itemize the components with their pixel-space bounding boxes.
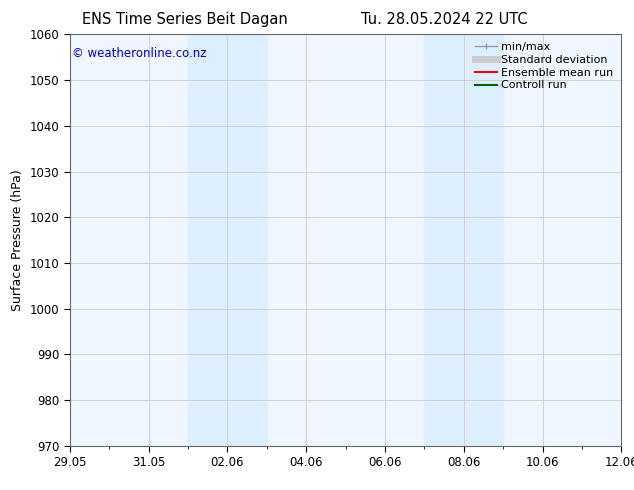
- Bar: [424, 34, 503, 446]
- Text: © weatheronline.co.nz: © weatheronline.co.nz: [72, 47, 207, 60]
- Bar: [188, 34, 267, 446]
- Text: Tu. 28.05.2024 22 UTC: Tu. 28.05.2024 22 UTC: [361, 12, 528, 27]
- Text: ENS Time Series Beit Dagan: ENS Time Series Beit Dagan: [82, 12, 288, 27]
- Legend: min/max, Standard deviation, Ensemble mean run, Controll run: min/max, Standard deviation, Ensemble me…: [470, 38, 618, 95]
- Y-axis label: Surface Pressure (hPa): Surface Pressure (hPa): [11, 169, 24, 311]
